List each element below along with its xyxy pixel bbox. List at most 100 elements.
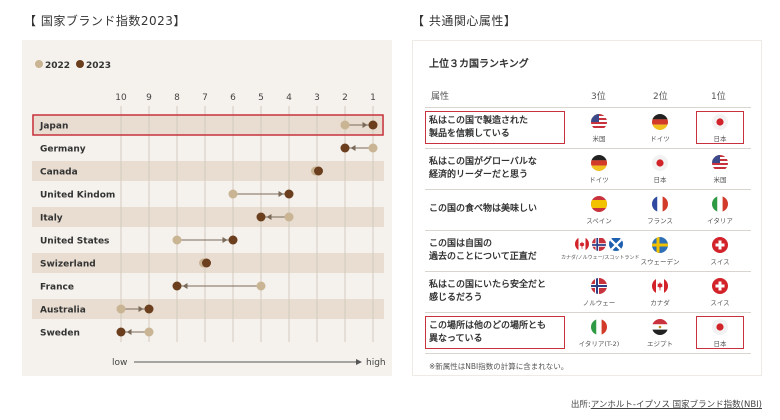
row-divider <box>425 189 751 190</box>
flag-group <box>575 278 623 294</box>
country-name: フランス <box>647 217 673 225</box>
canada-flag-icon <box>652 278 668 294</box>
rank-cell: 米国 <box>575 114 623 143</box>
flag-group <box>575 319 623 335</box>
canada-flag-icon <box>575 237 589 251</box>
col-header-rank3: 3位 <box>591 92 606 102</box>
source-link[interactable]: アンホルト-イプソス 国家ブランド指数(NBI) <box>590 400 762 410</box>
country-name: カナダ/ノルウェー/スコットランド <box>561 255 640 261</box>
change-arrow <box>362 122 368 128</box>
col-header-rank2: 2位 <box>653 92 668 102</box>
flag-group <box>575 237 623 251</box>
attribute-label-line: 感じるだろう <box>429 293 483 303</box>
attribute-label-line: 製品を信頼している <box>429 129 510 139</box>
rank-cell: カナダ/ノルウェー/スコットランド <box>561 237 639 261</box>
country-label: France <box>40 283 74 293</box>
country-name: イタリア <box>707 217 733 225</box>
change-arrow <box>182 283 188 289</box>
rank-cell: スイス <box>696 237 744 266</box>
col-header-attribute: 属性 <box>431 92 450 102</box>
switzerland-flag-icon <box>712 237 728 253</box>
point-2023 <box>284 189 294 199</box>
point-2022 <box>144 327 154 337</box>
country-name: 日本 <box>713 340 727 348</box>
country-label: Australia <box>40 306 86 316</box>
rank-cell: スイス <box>696 278 744 307</box>
country-label: Germany <box>40 145 86 155</box>
ranking-heading: 上位３カ国ランキング <box>429 59 529 70</box>
rank-cell: スウェーデン <box>636 237 684 266</box>
attribute-label-line: この場所は他のどの場所とも <box>429 321 547 331</box>
rank-cell: イタリア(T-2) <box>575 319 623 348</box>
norway-flag-icon <box>592 237 606 251</box>
country-name: 米国 <box>592 135 606 143</box>
france-flag-icon <box>652 196 668 212</box>
change-arrow <box>266 214 272 220</box>
x-tick-label: 10 <box>115 93 127 103</box>
flag-group <box>636 237 684 253</box>
flag-group <box>696 278 744 294</box>
point-2023 <box>202 258 211 268</box>
x-tick-label: 6 <box>230 93 236 103</box>
point-2023 <box>116 327 126 337</box>
rank-cell: ドイツ <box>575 155 623 184</box>
country-name: スウェーデン <box>640 258 680 266</box>
flag-group <box>636 155 684 171</box>
point-2023 <box>144 304 154 314</box>
point-2022 <box>172 235 182 245</box>
country-name: ドイツ <box>589 176 609 184</box>
attribute-label-line: 経済的リーダーだと思う <box>429 170 529 180</box>
flag-group <box>636 114 684 130</box>
germany-flag-icon <box>591 155 607 171</box>
x-tick-label: 3 <box>314 93 320 103</box>
japan-flag-icon <box>712 319 728 335</box>
ranking-section-title: 【 共通関心属性】 <box>412 14 517 28</box>
row-divider <box>425 353 751 354</box>
point-2023 <box>368 120 378 130</box>
attribute-label-line: 過去のことについて正直だ <box>429 252 537 262</box>
x-tick-label: 2 <box>342 93 348 103</box>
point-2023 <box>172 281 182 291</box>
chart-section-title: 【 国家ブランド指数2023】 <box>24 14 186 28</box>
legend-marker-2022 <box>35 60 43 68</box>
japan-flag-icon <box>712 114 728 130</box>
point-2022 <box>116 304 126 314</box>
italy-flag-icon <box>591 319 607 335</box>
country-name: エジプト <box>647 340 673 348</box>
rank-cell: スペイン <box>575 196 623 225</box>
country-name: 米国 <box>713 176 727 184</box>
attribute-label: 私はこの国で製造された 製品を信頼している <box>429 115 528 141</box>
rank-cell: 米国 <box>696 155 744 184</box>
rank-cell: ドイツ <box>636 114 684 143</box>
change-arrow <box>126 329 132 335</box>
row-divider <box>425 230 751 231</box>
axis-low-label: low <box>112 358 127 368</box>
attribute-label-line: この国の食べ物は美味しい <box>429 204 538 214</box>
country-name: イタリア(T-2) <box>578 340 620 348</box>
country-label: Japan <box>39 122 68 132</box>
ranking-table-panel: 上位３カ国ランキング 属性 3位 2位 1位 私はこの国で製造された 製品を信頼し… <box>412 40 762 376</box>
rank-cell: カナダ <box>636 278 684 307</box>
attribute-label-line: この国は自国の <box>429 239 493 249</box>
row-band <box>32 161 384 181</box>
country-label: Canada <box>40 168 78 178</box>
row-band <box>32 115 384 135</box>
x-tick-label: 7 <box>202 93 208 103</box>
germany-flag-icon <box>652 114 668 130</box>
source-prefix: 出所: <box>570 400 591 410</box>
norway-flag-icon <box>591 278 607 294</box>
point-2022 <box>368 143 378 153</box>
attribute-label-line: 異なっている <box>429 334 483 344</box>
country-name: 日本 <box>713 135 727 143</box>
row-band <box>32 299 384 319</box>
flag-group <box>636 319 684 335</box>
flag-group <box>636 196 684 212</box>
rank-cell: イタリア <box>696 196 744 225</box>
japan-flag-icon <box>652 155 668 171</box>
switzerland-flag-icon <box>712 278 728 294</box>
flag-group <box>575 196 623 212</box>
flag-group <box>575 155 623 171</box>
country-name: スイス <box>710 299 730 307</box>
highlight-box <box>32 114 384 136</box>
x-tick-label: 5 <box>258 93 264 103</box>
